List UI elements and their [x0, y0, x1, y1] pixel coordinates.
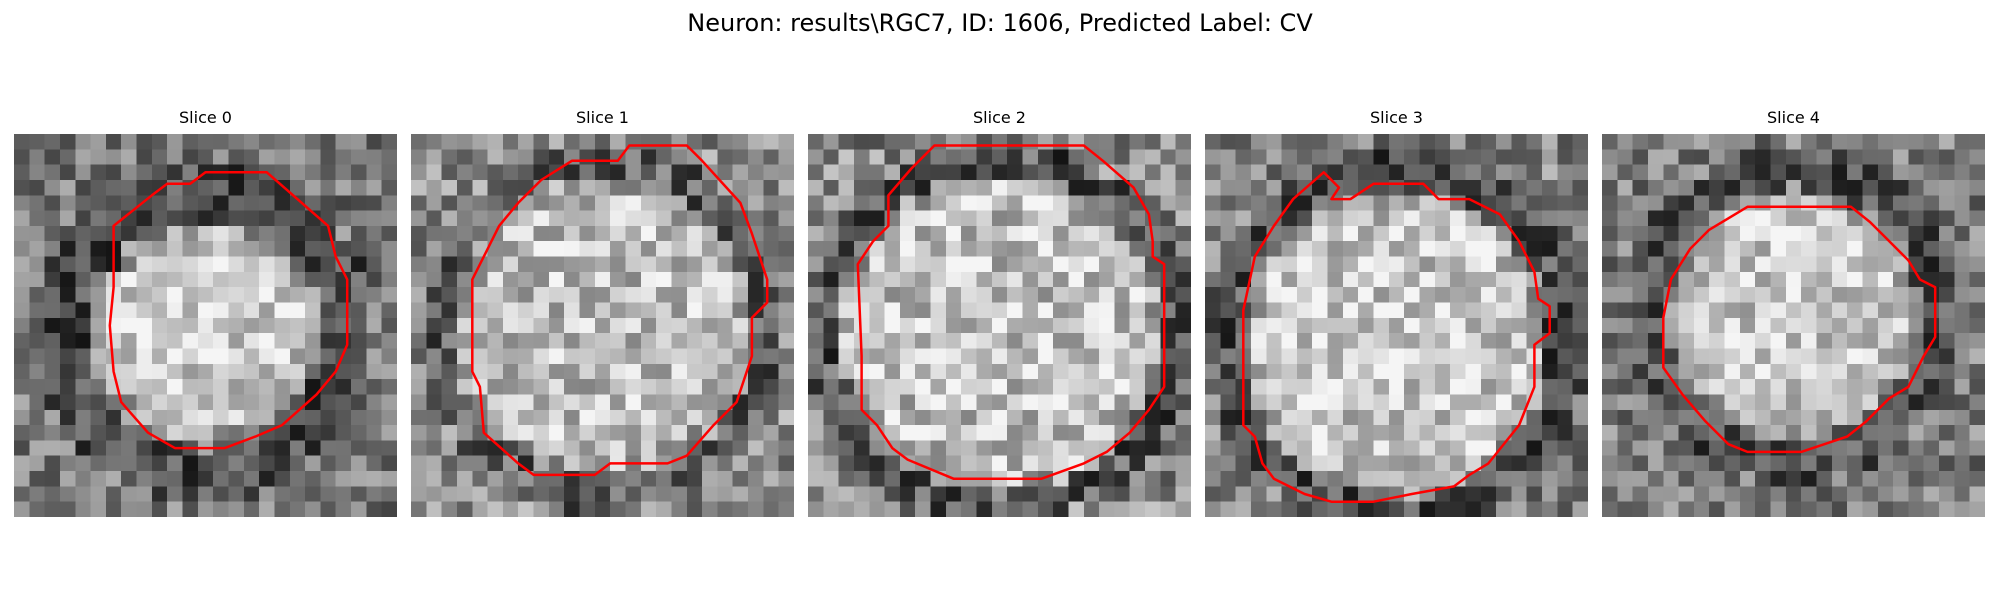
slice-image-1	[411, 134, 794, 517]
slice-panel-2: Slice 2	[808, 108, 1191, 528]
slice-panel-1: Slice 1	[411, 108, 794, 528]
slice-title: Slice 3	[1370, 108, 1423, 127]
cell-contour	[108, 171, 349, 450]
slice-image-3	[1205, 134, 1588, 517]
slice-panel-3: Slice 3	[1205, 108, 1588, 528]
slice-panel-4: Slice 4	[1602, 108, 1985, 528]
slice-image-0	[14, 134, 397, 517]
pixel-grid	[1602, 134, 1985, 517]
cell-contour	[1662, 205, 1937, 454]
slice-panel-0: Slice 0	[14, 108, 397, 528]
pixel-grid	[14, 134, 397, 517]
cell-contour	[856, 144, 1166, 480]
pixel-grid	[411, 134, 794, 517]
pixel-grid	[808, 134, 1191, 517]
slice-title: Slice 2	[973, 108, 1026, 127]
slice-image-2	[808, 134, 1191, 517]
cell-contour	[471, 144, 769, 477]
figure-title: Neuron: results\RGC7, ID: 1606, Predicte…	[687, 9, 1313, 37]
slice-title: Slice 4	[1767, 108, 1820, 127]
slice-image-4	[1602, 134, 1985, 517]
cell-contour	[1242, 171, 1551, 503]
slice-title: Slice 0	[179, 108, 232, 127]
pixel-grid	[1205, 134, 1588, 517]
slice-title: Slice 1	[576, 108, 629, 127]
